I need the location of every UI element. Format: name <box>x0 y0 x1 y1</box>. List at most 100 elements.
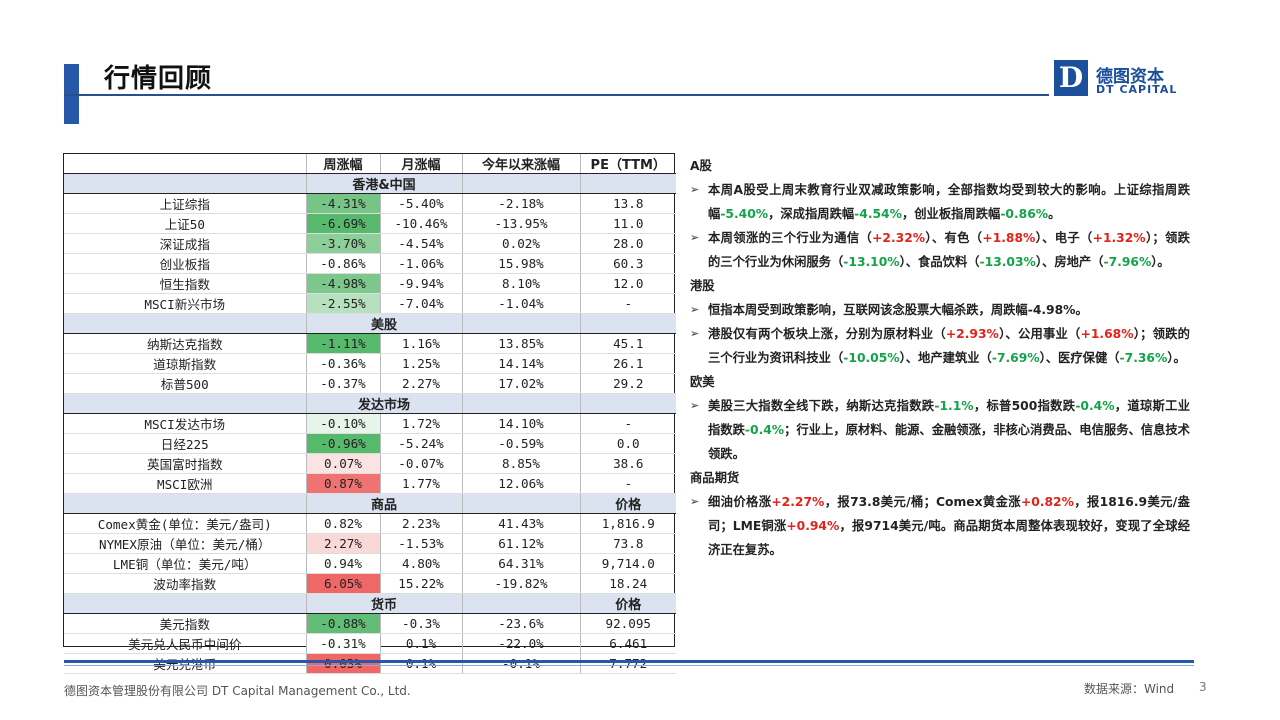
pe-or-price: - <box>580 413 676 434</box>
note-heading: 欧美 <box>690 375 715 389</box>
note-text: 细油价格涨 <box>708 495 772 509</box>
month-change: 0.1% <box>380 653 463 674</box>
week-change: 6.05% <box>306 573 381 594</box>
note-text: 本周领涨的三个行业为通信（ <box>708 231 873 245</box>
section-title: 商品 <box>306 493 463 514</box>
pe-or-price: 29.2 <box>580 373 676 394</box>
value-down: -10.05% <box>843 351 900 365</box>
note-bullet: 港股仅有两个板块上涨，分别为原材料业（+2.93%）、公用事业（+1.68%）；… <box>690 322 1190 370</box>
month-change: -5.40% <box>380 193 463 214</box>
value-up: +2.32% <box>872 231 926 245</box>
section-title: 美股 <box>306 313 463 334</box>
week-change: 0.07% <box>306 453 381 474</box>
value-up: +2.27% <box>771 495 825 509</box>
note-heading: 港股 <box>690 279 715 293</box>
section-spacer <box>462 313 581 334</box>
month-change: -0.3% <box>380 613 463 634</box>
pe-or-price: 92.095 <box>580 613 676 634</box>
value-down: -13.10% <box>843 255 900 269</box>
week-change: -4.31% <box>306 193 381 214</box>
value-down: -7.96% <box>1103 255 1152 269</box>
table-row: LME铜（单位：美元/吨） 0.94% 4.80% 64.31% 9,714.0 <box>64 553 676 574</box>
note-text: ）、房地产（ <box>1035 255 1104 269</box>
row-name: 美元兑人民币中间价 <box>64 633 307 654</box>
pe-or-price: 18.24 <box>580 573 676 594</box>
week-change: 0.82% <box>306 513 381 534</box>
pe-or-price: 45.1 <box>580 333 676 354</box>
ytd-change: 41.43% <box>462 513 581 534</box>
value-down: -13.03% <box>979 255 1036 269</box>
note-bullet: 本周领涨的三个行业为通信（+2.32%）、有色（+1.88%）、电子（+1.32… <box>690 226 1190 274</box>
note-text: 港股仅有两个板块上涨，分别为原材料业（ <box>708 327 946 341</box>
section-title: 香港&中国 <box>306 173 463 194</box>
value-up: +1.88% <box>982 231 1036 245</box>
table-row: 纳斯达克指数 -1.11% 1.16% 13.85% 45.1 <box>64 333 676 354</box>
note-text: ）、公用事业（ <box>998 327 1081 341</box>
note-text: ，道琼斯工业指数跌 <box>708 399 1190 437</box>
row-name: 恒生指数 <box>64 273 307 294</box>
row-name: 波动率指数 <box>64 573 307 594</box>
ytd-change: 61.12% <box>462 533 581 554</box>
section-spacer <box>64 173 307 194</box>
section-header-row: 香港&中国 <box>64 173 676 194</box>
row-name: 日经225 <box>64 433 307 454</box>
note-bullet: 细油价格涨+2.27%，报73.8美元/桶；Comex黄金涨+0.82%，报18… <box>690 490 1190 562</box>
pe-or-price: 1,816.9 <box>580 513 676 534</box>
table-row: 恒生指数 -4.98% -9.94% 8.10% 12.0 <box>64 273 676 294</box>
footer-company: 德图资本管理股份有限公司 DT Capital Management Co., … <box>64 684 411 698</box>
table-row: MSCI欧洲 0.87% 1.77% 12.06% - <box>64 473 676 494</box>
month-change: 0.1% <box>380 633 463 654</box>
note-text: ；行业上，原材料、能源、金融领涨，非核心消费品、电信服务、信息技术领跌。 <box>708 423 1190 461</box>
note-text: ）、有色（ <box>925 231 983 245</box>
note-text: ）、医疗保健（ <box>1039 351 1120 365</box>
table-row: 美元兑人民币中间价 -0.31% 0.1% -22.0% 6.461 <box>64 633 676 654</box>
pe-or-price: 73.8 <box>580 533 676 554</box>
value-up: +1.68% <box>1080 327 1134 341</box>
ytd-change: -23.6% <box>462 613 581 634</box>
week-change: -0.36% <box>306 353 381 374</box>
market-table: 周涨幅 月涨幅 今年以来涨幅 PE（TTM） 香港&中国 上证综指 -4.31% -5.40%… <box>63 153 676 674</box>
row-name: 美元指数 <box>64 613 307 634</box>
value-down: -0.86% <box>1000 207 1049 221</box>
title-divider <box>64 94 1049 96</box>
ytd-change: -19.82% <box>462 573 581 594</box>
header-cell: PE（TTM） <box>580 154 676 174</box>
section-value-header: 价格 <box>580 493 676 514</box>
section-spacer <box>462 173 581 194</box>
table-row: MSCI发达市场 -0.10% 1.72% 14.10% - <box>64 413 676 434</box>
note-text: ，报1816.9美元/盎司；LME铜涨 <box>708 495 1190 533</box>
week-change: -1.11% <box>306 333 381 354</box>
ytd-change: -22.0% <box>462 633 581 654</box>
week-change: -0.88% <box>306 613 381 634</box>
ytd-change: 13.85% <box>462 333 581 354</box>
value-up: +2.93% <box>945 327 999 341</box>
note-text: 。 <box>1048 207 1061 221</box>
week-change: -0.37% <box>306 373 381 394</box>
page-title: 行情回顾 <box>104 64 213 94</box>
month-change: -0.07% <box>380 453 463 474</box>
row-name: MSCI欧洲 <box>64 473 307 494</box>
logo-mark-icon: D <box>1054 60 1088 96</box>
section-value-header: 价格 <box>580 593 676 614</box>
table-row: 英国富时指数 0.07% -0.07% 8.85% 38.6 <box>64 453 676 474</box>
note-text: ）、食品饮料（ <box>899 255 980 269</box>
table-row: MSCI新兴市场 -2.55% -7.04% -1.04% - <box>64 293 676 314</box>
table-row: 上证50 -6.69% -10.46% -13.95% 11.0 <box>64 213 676 234</box>
section-title: 发达市场 <box>306 393 463 414</box>
note-text: ）；领跌的三个行业为休闲服务（ <box>708 231 1190 269</box>
note-text: ，标普500指数跌 <box>973 399 1076 413</box>
month-change: 1.16% <box>380 333 463 354</box>
section-value-header <box>580 313 676 334</box>
table-row: 深证成指 -3.70% -4.54% 0.02% 28.0 <box>64 233 676 254</box>
ytd-change: 0.02% <box>462 233 581 254</box>
section-header-row: 美股 <box>64 313 676 334</box>
pe-or-price: 38.6 <box>580 453 676 474</box>
pe-or-price: 6.461 <box>580 633 676 654</box>
week-change: 0.03% <box>306 653 381 674</box>
table-row: 道琼斯指数 -0.36% 1.25% 14.14% 26.1 <box>64 353 676 374</box>
section-spacer <box>64 493 307 514</box>
row-name: MSCI发达市场 <box>64 413 307 434</box>
note-heading: 商品期货 <box>690 471 740 485</box>
section-spacer <box>64 593 307 614</box>
note-text: ）；领跌的三个行业为资讯科技业（ <box>708 327 1190 365</box>
